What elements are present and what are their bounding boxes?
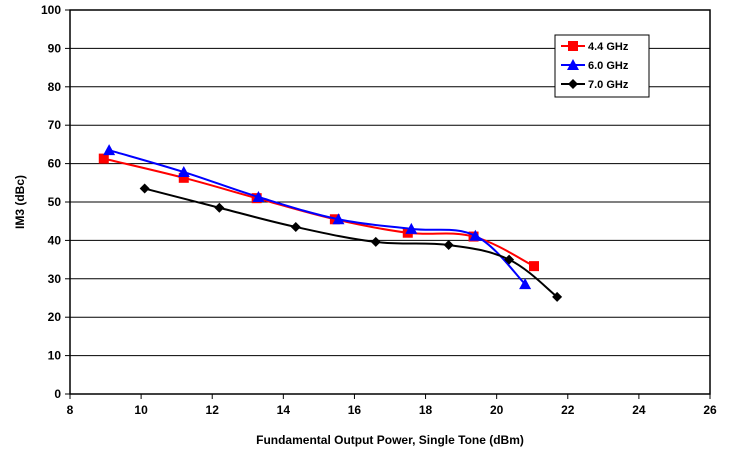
data-point: [370, 236, 381, 247]
data-point: [290, 221, 301, 232]
data-point: [332, 213, 345, 225]
legend: 4.4 GHz 6.0 GHz 7.0 GHz: [554, 34, 650, 98]
legend-label: 4.4 GHz: [588, 41, 629, 53]
x-tick-label-26: 26: [703, 403, 717, 417]
series-line: [108, 149, 526, 285]
data-point: [529, 261, 539, 272]
data-point: [139, 183, 150, 194]
legend-item: 6.0 GHz: [561, 59, 629, 72]
series-line: [144, 187, 558, 298]
legend-label: 7.0 GHz: [588, 79, 629, 91]
data-point: [177, 166, 190, 178]
y-tick-label-70: 70: [48, 118, 62, 132]
legend-marker: [568, 41, 578, 51]
data-point: [405, 222, 418, 234]
y-tick-label-40: 40: [48, 233, 62, 247]
x-tick-label-8: 8: [67, 403, 74, 417]
series-6-0-ghz: [103, 144, 532, 290]
series-4-4-ghz: [98, 153, 539, 272]
y-tick-label-60: 60: [48, 157, 62, 171]
data-point: [469, 229, 482, 241]
legend-item: 4.4 GHz: [561, 41, 629, 53]
data-point: [214, 202, 225, 213]
x-tick-label-20: 20: [490, 403, 504, 417]
data-point: [252, 191, 265, 203]
y-axis-title: IM3 (dBc): [13, 175, 27, 229]
data-point: [552, 291, 563, 302]
data-point: [504, 254, 515, 265]
series-7-0-ghz: [139, 183, 563, 302]
y-tick-label-30: 30: [48, 272, 62, 286]
series-line: [103, 157, 535, 268]
y-tick-label-50: 50: [48, 195, 62, 209]
gridlines: [70, 47, 710, 357]
data-point: [443, 240, 454, 251]
x-tick-label-22: 22: [561, 403, 575, 417]
x-tick-label-12: 12: [206, 403, 220, 417]
axis-ticks: 0 10 20 30 40 50 60 70 80 90 100 8 10 12 14 16 18 20 22 24 2…: [41, 3, 717, 417]
x-tick-label-14: 14: [277, 403, 291, 417]
data-point: [519, 278, 532, 290]
y-tick-label-90: 90: [48, 41, 62, 55]
x-axis-title: Fundamental Output Power, Single Tone (d…: [256, 433, 524, 447]
data-point: [103, 144, 116, 156]
legend-marker: [568, 79, 578, 89]
x-tick-label-10: 10: [134, 403, 148, 417]
data-point: [178, 172, 189, 183]
y-tick-label-80: 80: [48, 80, 62, 94]
x-tick-label-16: 16: [348, 403, 362, 417]
x-tick-label-24: 24: [632, 403, 646, 417]
legend-marker: [567, 59, 579, 70]
data-point: [98, 153, 109, 164]
y-tick-label-20: 20: [48, 310, 62, 324]
series-layer: [98, 144, 563, 302]
legend-label: 6.0 GHz: [588, 60, 629, 72]
y-tick-label-100: 100: [41, 3, 61, 17]
legend-item: 7.0 GHz: [561, 79, 629, 91]
y-tick-label-10: 10: [48, 349, 62, 363]
y-tick-label-0: 0: [54, 387, 61, 401]
x-tick-label-18: 18: [419, 403, 433, 417]
